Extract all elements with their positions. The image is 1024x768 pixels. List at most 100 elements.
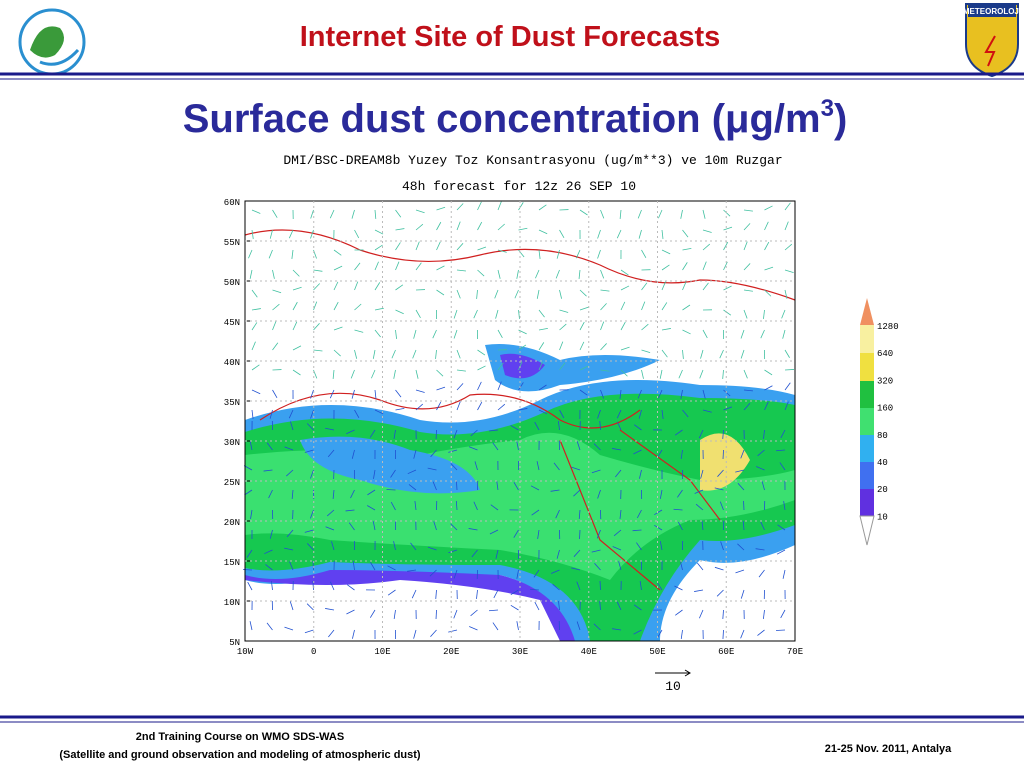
wind-arrow — [497, 249, 507, 253]
wind-arrow — [269, 529, 273, 539]
lon-label: 50E — [649, 647, 665, 657]
wind-arrow — [723, 209, 731, 217]
wind-arrow — [468, 528, 478, 531]
wind-arrow — [638, 229, 642, 239]
wind-arrow — [756, 466, 765, 471]
wind-arrow — [533, 569, 540, 578]
wind-arrow — [374, 329, 381, 338]
wind-arrow — [641, 369, 644, 379]
lon-label: 20E — [443, 647, 459, 657]
wind-arrow — [740, 589, 745, 599]
wind-arrow — [742, 520, 745, 531]
wind-arrow — [429, 569, 437, 577]
wind-arrow — [367, 489, 376, 496]
wind-arrow — [269, 229, 273, 239]
wind-arrow — [407, 469, 417, 475]
wind-arrow — [354, 229, 360, 239]
slide-title-close: ) — [834, 97, 847, 141]
legend-label: 20 — [877, 485, 888, 495]
wind-arrow — [327, 449, 335, 458]
wind-arrow — [538, 384, 547, 391]
wind-arrow — [249, 269, 253, 279]
wind-arrow — [413, 329, 417, 339]
wind-arrow — [456, 401, 461, 411]
colorbar — [859, 298, 875, 546]
wind-arrow — [456, 289, 461, 299]
footer-left: (Satellite and ground observation and mo… — [59, 749, 421, 761]
wind-arrow — [600, 389, 605, 399]
wind-arrow — [490, 504, 499, 511]
wind-arrow — [390, 501, 396, 511]
wind-arrow — [432, 329, 437, 339]
wind-arrow — [249, 621, 253, 631]
wind-arrow — [593, 443, 601, 451]
wind-arrow — [371, 369, 376, 379]
lon-label: 10E — [374, 647, 390, 657]
lat-label: 45N — [224, 318, 240, 328]
wind-arrow — [370, 562, 376, 571]
wind-arrow — [495, 549, 499, 559]
wind-arrow — [518, 249, 525, 258]
wind-arrow — [326, 509, 335, 517]
wind-arrow — [675, 609, 683, 616]
wind-arrow — [473, 309, 478, 319]
wind-arrow — [714, 566, 724, 571]
wind-arrow — [374, 389, 377, 399]
wind-arrow — [354, 329, 364, 333]
wind-arrow — [374, 229, 384, 235]
wind-arrow — [538, 327, 548, 331]
wind-arrow — [699, 609, 704, 619]
wind-arrow — [694, 589, 704, 592]
wind-arrow — [559, 289, 562, 299]
wind-arrow — [433, 521, 437, 531]
wind-arrow — [265, 564, 273, 571]
wind-arrow — [579, 209, 588, 216]
wind-arrow — [408, 484, 417, 491]
wind-arrow — [387, 589, 396, 596]
wind-arrow — [538, 204, 547, 211]
wind-arrow — [760, 521, 765, 531]
wind-arrow — [251, 364, 260, 371]
wind-arrow — [722, 629, 724, 640]
wind-arrow — [348, 522, 355, 531]
wind-arrow — [698, 429, 704, 439]
wind-arrow — [763, 609, 765, 619]
wind-arrow — [288, 229, 294, 239]
wind-arrow — [395, 309, 404, 315]
wind-arrow — [576, 441, 581, 451]
lon-label: 40E — [581, 647, 597, 657]
wind-arrow — [289, 561, 294, 571]
wind-arrow — [573, 489, 581, 497]
wind-arrow — [247, 581, 253, 591]
wind-arrow — [333, 249, 342, 256]
legend-label: 40 — [877, 458, 888, 468]
wind-arrow — [535, 269, 540, 279]
wind-arrow — [456, 269, 466, 272]
wind-arrow — [471, 549, 478, 558]
logo-text: METEOROLOJİ — [963, 7, 1021, 16]
wind-arrow — [700, 349, 704, 359]
wind-arrow — [735, 469, 745, 473]
wind-arrow — [779, 462, 786, 471]
wind-arrow — [518, 408, 528, 411]
wind-arrow — [415, 241, 420, 251]
wind-arrow — [636, 509, 642, 519]
wind-arrow — [497, 201, 502, 211]
wind-arrow — [453, 569, 458, 579]
wind-arrow — [764, 369, 773, 376]
wind-arrow — [272, 303, 280, 311]
wind-arrow — [633, 604, 642, 611]
wind-arrow — [680, 209, 683, 219]
lat-label: 10N — [224, 598, 240, 608]
wind-arrow — [492, 622, 499, 631]
wind-arrow — [699, 369, 704, 379]
wind-arrow — [395, 407, 405, 411]
wind-arrow — [456, 349, 461, 359]
wind-arrow — [264, 549, 273, 555]
wind-arrow — [555, 509, 560, 519]
wind-arrow — [784, 243, 793, 251]
wind-arrow — [591, 469, 601, 474]
header-title: Internet Site of Dust Forecasts — [300, 21, 721, 53]
wind-arrow — [620, 321, 626, 331]
wind-arrow — [534, 421, 540, 431]
